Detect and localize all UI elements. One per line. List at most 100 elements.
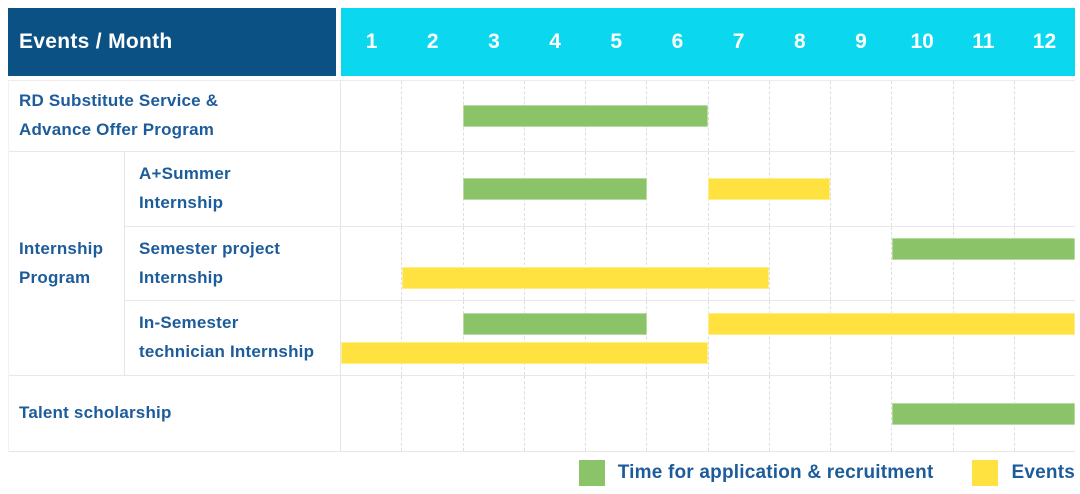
month-header-11: 11 bbox=[972, 30, 995, 53]
table-subrow: In-Semester technician Internship bbox=[125, 300, 1075, 375]
yellow-swatch-icon bbox=[972, 460, 999, 486]
month-gridline-cell bbox=[891, 227, 952, 300]
bar-line bbox=[341, 312, 1075, 335]
month-gridline-cell bbox=[768, 376, 830, 451]
month-header-12: 12 bbox=[1032, 30, 1057, 53]
month-gridline-cell bbox=[952, 227, 1014, 300]
bar-line bbox=[341, 105, 1075, 127]
month-gridline-cell bbox=[1013, 227, 1075, 300]
month-gridline-cell bbox=[646, 227, 707, 300]
table-header-row: Events / Month 1 2 3 4 5 6 7 8 9 10 11 12 bbox=[8, 8, 1075, 76]
green-swatch-icon bbox=[578, 460, 605, 486]
month-gridlines bbox=[341, 227, 1075, 300]
row-label-cell: RD Substitute Service & Advance Offer Pr… bbox=[9, 81, 341, 151]
month-header-1: 1 bbox=[365, 30, 378, 53]
month-gridline-cell bbox=[952, 81, 1014, 151]
subrow-label-cell: Semester project Internship bbox=[125, 227, 341, 300]
month-gridline-cell bbox=[768, 81, 830, 151]
gantt-bar-event bbox=[341, 341, 708, 364]
gantt-bar-application bbox=[891, 402, 1075, 425]
month-gridline-cell bbox=[830, 227, 891, 300]
month-header-8: 8 bbox=[793, 30, 806, 53]
bar-line bbox=[341, 402, 1075, 425]
gantt-bar-application bbox=[891, 238, 1075, 260]
month-gridline-cell bbox=[830, 81, 891, 151]
bar-line bbox=[341, 267, 1075, 289]
month-gridline-cell bbox=[585, 301, 646, 375]
month-header-5: 5 bbox=[610, 30, 623, 53]
bar-lines bbox=[341, 227, 1075, 300]
month-gridline-cell bbox=[768, 227, 830, 300]
table-row: Talent scholarship bbox=[9, 375, 1075, 451]
month-header-4: 4 bbox=[549, 30, 561, 53]
chart-cell bbox=[341, 376, 1075, 451]
month-gridline-cell bbox=[462, 376, 524, 451]
gantt-bar-application bbox=[463, 312, 647, 335]
month-header-9: 9 bbox=[855, 30, 867, 53]
bar-line bbox=[341, 178, 1075, 200]
legend: Time for application & recruitment Event… bbox=[578, 460, 1075, 486]
month-gridline-cell bbox=[401, 227, 462, 300]
subrow-label: A+Summer Internship bbox=[139, 164, 231, 212]
month-gridline-cell bbox=[707, 301, 769, 375]
table-subrow: A+Summer Internship bbox=[125, 152, 1075, 226]
month-gridline-cell bbox=[768, 301, 830, 375]
bar-lines bbox=[341, 81, 1075, 151]
group-label-cell: Internship Program bbox=[9, 152, 125, 375]
month-gridline-cell bbox=[462, 81, 524, 151]
month-gridline-cell bbox=[1013, 152, 1075, 226]
group-rows: A+Summer Internship Semester project Inte… bbox=[125, 152, 1075, 375]
month-gridline-cell bbox=[523, 301, 585, 375]
month-header-10: 10 bbox=[910, 30, 934, 53]
month-gridline-cell bbox=[891, 152, 952, 226]
month-gridline-cell bbox=[523, 227, 585, 300]
table-body: RD Substitute Service & Advance Offer Pr… bbox=[8, 80, 1075, 452]
month-gridline-cell bbox=[401, 152, 462, 226]
month-gridline-cell bbox=[952, 152, 1014, 226]
table-subrow: Semester project Internship bbox=[125, 226, 1075, 300]
month-gridline-cell bbox=[891, 301, 952, 375]
month-gridline-cell bbox=[646, 301, 707, 375]
month-gridline-cell bbox=[707, 376, 769, 451]
month-gridline-cell bbox=[585, 376, 646, 451]
group-label: Internship Program bbox=[19, 238, 104, 287]
subrow-label-cell: A+Summer Internship bbox=[125, 152, 341, 226]
bar-lines bbox=[341, 376, 1075, 451]
table-row: RD Substitute Service & Advance Offer Pr… bbox=[9, 81, 1075, 151]
month-gridline-cell bbox=[891, 81, 952, 151]
month-header-3: 3 bbox=[488, 30, 500, 53]
bar-lines bbox=[341, 152, 1075, 226]
bar-line bbox=[341, 238, 1075, 260]
month-gridline-cell bbox=[523, 376, 585, 451]
month-gridline-cell bbox=[1013, 301, 1075, 375]
month-gridline-cell bbox=[830, 152, 891, 226]
month-gridline-cell bbox=[585, 227, 646, 300]
month-gridline-cell bbox=[401, 376, 462, 451]
gantt-table: Events / Month 1 2 3 4 5 6 7 8 9 10 11 12 RD Substi… bbox=[8, 8, 1075, 452]
months-header-strip: 1 2 3 4 5 6 7 8 9 10 11 12 bbox=[341, 8, 1075, 76]
month-gridline-cell bbox=[830, 376, 891, 451]
legend-label-application: Time for application & recruitment bbox=[617, 462, 934, 483]
gantt-bar-application bbox=[463, 178, 647, 200]
month-header-7: 7 bbox=[732, 30, 745, 53]
row-label-cell: Talent scholarship bbox=[9, 376, 341, 451]
month-gridline-cell bbox=[707, 227, 769, 300]
group-block: Internship Program A+Summer Internship Sem… bbox=[9, 151, 1075, 375]
month-gridline-cell bbox=[1013, 81, 1075, 151]
month-gridlines bbox=[341, 301, 1075, 375]
subrow-label: In-Semester technician Internship bbox=[139, 313, 315, 361]
bar-lines bbox=[341, 301, 1075, 375]
month-header-2: 2 bbox=[426, 30, 439, 53]
gantt-bar-application bbox=[463, 105, 708, 127]
legend-label-events: Events bbox=[1011, 462, 1075, 483]
month-gridline-cell bbox=[462, 227, 524, 300]
legend-item-application: Time for application & recruitment bbox=[578, 460, 934, 486]
gantt-bar-event bbox=[708, 178, 831, 200]
month-header-6: 6 bbox=[671, 30, 684, 53]
chart-cell bbox=[341, 152, 1075, 226]
month-gridline-cell bbox=[401, 301, 462, 375]
month-gridline-cell bbox=[462, 301, 524, 375]
month-gridline-cell bbox=[462, 152, 524, 226]
subrow-label: Semester project Internship bbox=[139, 238, 281, 287]
row-label: RD Substitute Service & Advance Offer Pr… bbox=[19, 91, 219, 139]
